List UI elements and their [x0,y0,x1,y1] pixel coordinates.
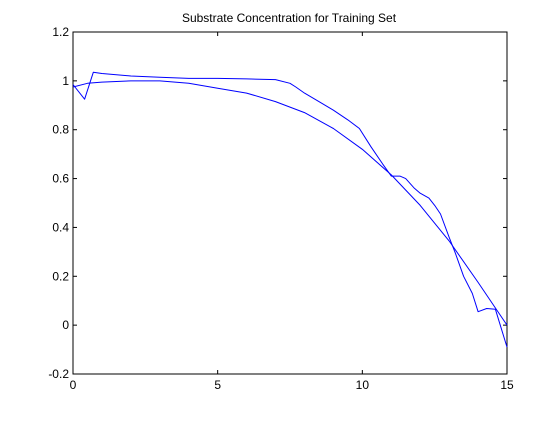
x-tick-label: 5 [214,378,221,392]
y-tick-label: 1 [62,74,69,88]
axis-ticks: 0 5 10 15-0.200.20.40.60.811.2 [48,25,514,392]
x-tick-label: 10 [356,378,370,392]
y-tick-label: 0 [62,318,69,332]
x-tick-label: 15 [500,378,514,392]
y-tick-label: 0.8 [52,123,69,137]
y-tick-label: 0.2 [52,269,69,283]
series-lines [72,71,508,348]
axes-box [72,31,508,375]
y-tick-label: -0.2 [48,367,69,381]
x-tick-label: 0 [70,378,77,392]
y-tick-label: 0.6 [52,172,69,186]
y-tick-label: 0.4 [52,220,69,234]
series-line-1 [72,71,508,348]
chart-title: Substrate Concentration for Training Set [182,11,397,25]
series-line-2 [72,80,508,326]
y-tick-label: 1.2 [52,25,69,39]
